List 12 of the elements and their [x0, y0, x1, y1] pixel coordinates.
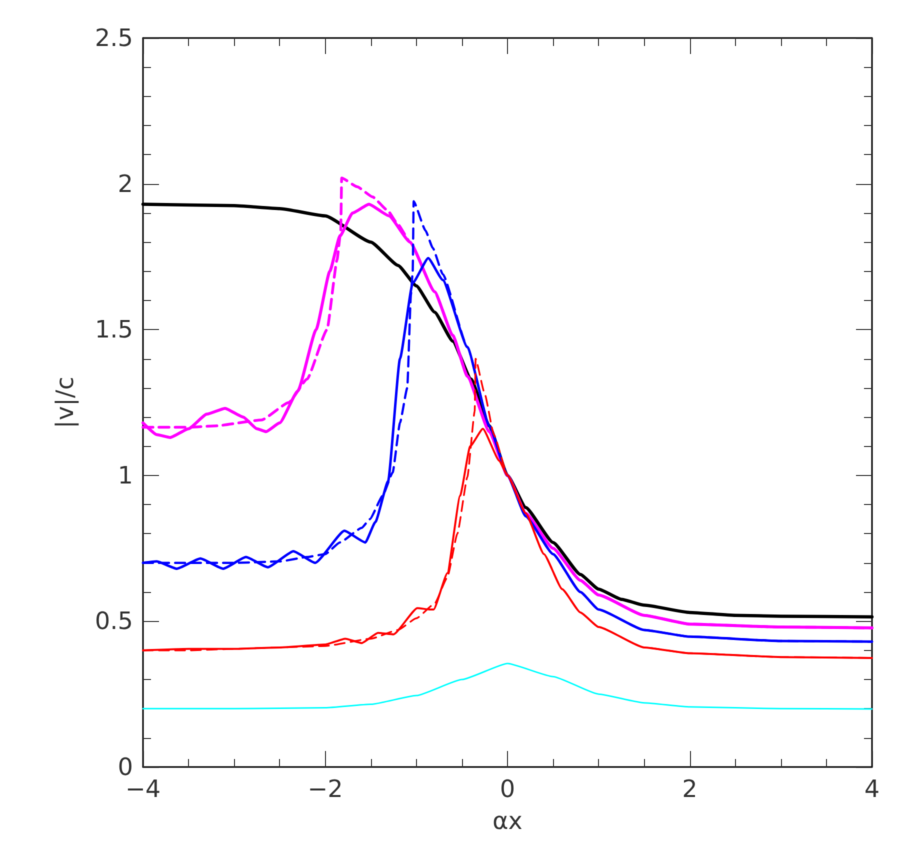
line-series — [142, 662, 873, 710]
y-tick-label: 1 — [118, 461, 133, 490]
y-tick-label: 2.5 — [94, 24, 133, 52]
x-tick-label: −2 — [308, 775, 343, 803]
x-axis-title: αx — [492, 807, 523, 835]
x-tick-label: 0 — [500, 775, 516, 803]
y-tick-label: 0.5 — [94, 607, 133, 636]
x-tick-label: 2 — [682, 775, 698, 803]
y-tick-label: 1.5 — [94, 316, 133, 344]
y-tick-label: 2 — [118, 170, 133, 198]
y-axis-title: |v|/c — [51, 376, 79, 428]
x-tick-label: 4 — [864, 775, 880, 803]
